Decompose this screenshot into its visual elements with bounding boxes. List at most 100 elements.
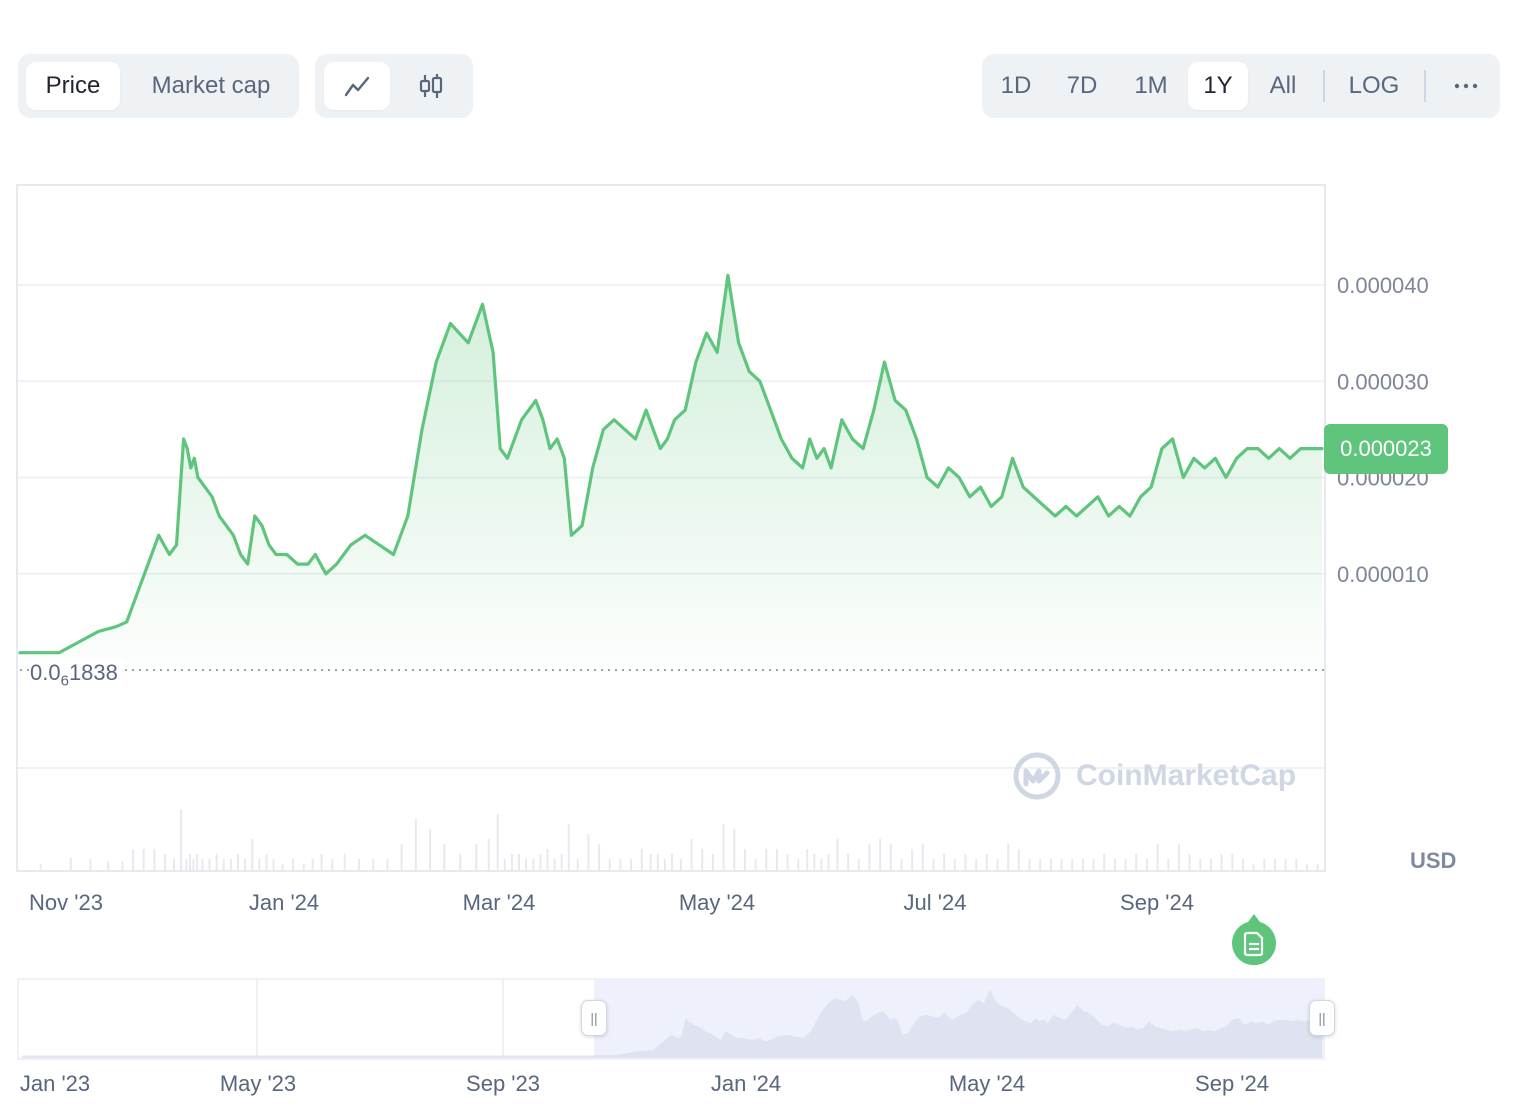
volume-bar [775,849,778,870]
volume-bar [1252,864,1255,870]
range-tabs: 1D 7D 1M 1Y All LOG [982,54,1500,118]
range-separator [1424,70,1426,102]
volume-bar [331,859,334,870]
volume-bar [679,859,682,870]
navigator-tick-label: Jan '23 [20,1071,90,1096]
navigator-tick-label: May '23 [220,1071,296,1096]
volume-bar [311,859,314,870]
navigator-tick-label: May '24 [949,1071,1025,1096]
volume-bar [1145,859,1148,870]
volume-bar [164,854,167,870]
x-tick-label: Nov '23 [29,890,103,915]
volume-bar [1071,859,1074,870]
y-tick-label: 0.000030 [1337,369,1429,394]
chart-frame [16,184,1326,872]
x-axis: Nov '23 Jan '24 Mar '24 May '24 Jul '24 Sep '… [29,890,1194,915]
tab-price[interactable]: Price [26,62,120,110]
currency-label: USD [1410,848,1457,873]
volume-bar [868,844,871,870]
volume-bar [358,859,360,870]
volume-bar [663,859,666,870]
volume-bar [797,859,800,870]
x-tick-label: May '24 [679,890,755,915]
volume-bar [229,859,232,870]
volume-bar [265,854,268,870]
range-all[interactable]: All [1269,72,1297,99]
volume-bar [1007,844,1010,870]
line-chart-button[interactable] [324,62,390,110]
volume-bar [598,844,601,870]
volume-bar [1167,859,1170,870]
volume-bar [921,844,924,870]
volume-bar [932,859,935,870]
volume-bar [39,864,42,870]
line-chart-icon [344,76,370,97]
volume-bar [820,859,823,870]
volume-bar [690,839,693,870]
more-button[interactable] [1440,62,1492,110]
chart-type-tabs [315,54,473,118]
volume-bar [244,859,247,870]
coinmarketcap-logo-icon [1013,752,1061,800]
current-price-badge: 0.000023 [1324,424,1448,474]
navigator-tick-label: Sep '23 [466,1071,540,1096]
volume-bar [711,854,714,870]
volume-bar [879,839,882,870]
range-1d[interactable]: 1D [1000,72,1032,99]
range-separator [1323,70,1325,102]
start-price-label: 0.061838 [30,660,124,690]
volume-bar [475,844,478,870]
volume-bar [996,859,999,870]
volume-bar [503,859,506,870]
more-horizontal-icon [1454,83,1478,89]
volume-bar [786,854,789,870]
range-1y[interactable]: 1Y [1188,62,1248,110]
volume-bar [196,854,199,870]
volume-bar [733,829,736,870]
navigator-handle-left[interactable]: || [581,1000,607,1036]
navigator-handle-right[interactable]: || [1309,1000,1335,1036]
volume-bar [132,849,135,870]
view-tabs: Price Market cap [18,54,299,118]
volume-bar [1220,854,1223,870]
candlestick-icon [419,74,443,98]
volume-bar [142,849,145,870]
volume-bar [292,859,295,870]
volume-bar [1284,859,1287,870]
x-tick-label: Jan '24 [249,890,319,915]
candlestick-button[interactable] [398,62,464,110]
range-7d[interactable]: 7D [1066,72,1098,99]
volume-bar [121,861,124,870]
volume-bar [656,854,659,870]
volume-bar [272,859,275,870]
price-area [18,273,1324,670]
volume-bar [532,859,535,870]
volume-bar [222,859,225,870]
volume-bar [192,859,195,870]
volume-bar [525,859,528,870]
volume-bar [964,854,967,870]
volume-bar [857,859,860,870]
volume-bar [1316,864,1319,870]
volume-bar [173,859,175,870]
volume-bar [836,839,839,870]
navigator-area-fill [594,989,1322,1058]
volume-bar [518,854,520,870]
x-tick-label: Jul '24 [904,890,967,915]
volume-bar [1039,859,1042,870]
log-toggle[interactable]: LOG [1348,72,1400,99]
volume-bar [251,839,254,870]
volume-bar [608,859,611,870]
volume-bar [189,854,191,870]
volume-bar [1231,854,1234,870]
news-marker[interactable] [1230,914,1278,970]
range-1m[interactable]: 1M [1134,72,1168,99]
tab-market-cap[interactable]: Market cap [151,72,271,99]
volume-bar [640,849,643,870]
volume-bar [806,849,809,870]
volume-bar [671,854,673,870]
x-tick-label: Mar '24 [463,890,536,915]
document-icon [1232,914,1276,966]
